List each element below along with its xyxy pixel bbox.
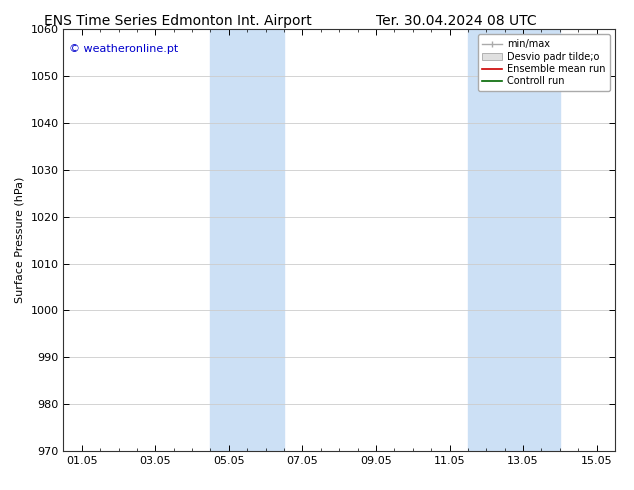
Legend: min/max, Desvio padr tilde;o, Ensemble mean run, Controll run: min/max, Desvio padr tilde;o, Ensemble m… xyxy=(477,34,610,91)
Y-axis label: Surface Pressure (hPa): Surface Pressure (hPa) xyxy=(15,177,25,303)
Text: © weatheronline.pt: © weatheronline.pt xyxy=(69,44,178,54)
Bar xyxy=(468,29,560,451)
Text: Ter. 30.04.2024 08 UTC: Ter. 30.04.2024 08 UTC xyxy=(376,14,537,28)
Bar xyxy=(210,29,284,451)
Text: ENS Time Series Edmonton Int. Airport: ENS Time Series Edmonton Int. Airport xyxy=(44,14,311,28)
